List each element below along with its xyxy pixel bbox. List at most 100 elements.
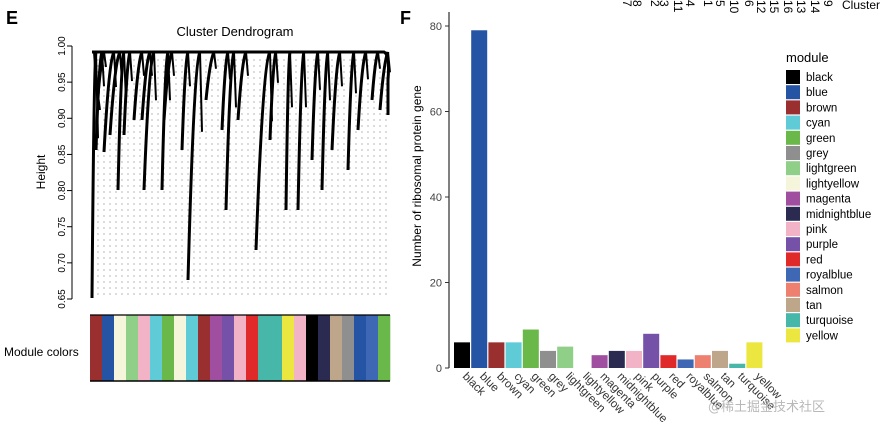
- dendrogram-leaf-dot: [157, 95, 159, 97]
- dendrogram-leaf-dot: [379, 221, 381, 223]
- dendrogram-leaf-dot: [223, 125, 225, 127]
- dendrogram-leaf-dot: [325, 275, 327, 277]
- dendrogram-leaf-dot: [283, 197, 285, 199]
- legend-label: turquoise: [806, 315, 853, 327]
- dendrogram-leaf-dot: [133, 209, 135, 211]
- dendrogram-leaf-dot: [145, 257, 147, 259]
- legend-label: green: [806, 133, 835, 145]
- legend-label: magenta: [806, 194, 851, 206]
- dendrogram-leaf-dot: [103, 215, 105, 217]
- dendrogram-leaf-dot: [367, 191, 369, 193]
- dendrogram-leaf-dot: [385, 173, 387, 175]
- dendrogram-leaf-dot: [247, 143, 249, 145]
- dendrogram-leaf-dot: [271, 257, 273, 259]
- dendrogram-leaf-dot: [277, 275, 279, 277]
- dendrogram-leaf-dot: [313, 197, 315, 199]
- dendrogram-leaf-dot: [175, 149, 177, 151]
- dendrogram-leaf-dot: [283, 65, 285, 67]
- dendrogram-leaf-dot: [349, 173, 351, 175]
- dendrogram-leaf-dot: [253, 227, 255, 229]
- dendrogram-leaf-dot: [133, 83, 135, 85]
- dendrogram-leaf-dot: [325, 191, 327, 193]
- dendrogram-leaf-dot: [121, 221, 123, 223]
- dendrogram-leaf-dot: [265, 275, 267, 277]
- dendrogram-leaf-dot: [283, 59, 285, 61]
- dendrogram-leaf-dot: [313, 233, 315, 235]
- dendrogram-leaf-dot: [259, 233, 261, 235]
- dendrogram-leaf-dot: [97, 263, 99, 265]
- dendrogram-leaf-dot: [247, 203, 249, 205]
- dendrogram-leaf-dot: [175, 233, 177, 235]
- dendrogram-leaf-dot: [367, 215, 369, 217]
- dendrogram-leaf-dot: [253, 131, 255, 133]
- dendrogram-leaf-dot: [205, 143, 207, 145]
- dendrogram-leaf-dot: [181, 209, 183, 211]
- dendrogram-leaf-dot: [361, 245, 363, 247]
- dendrogram-leaf-dot: [253, 221, 255, 223]
- dendrogram-leaf-dot: [187, 293, 189, 295]
- dendrogram-leaf-dot: [151, 185, 153, 187]
- dendrogram-leaf-dot: [385, 137, 387, 139]
- dendrogram-leaf-dot: [103, 287, 105, 289]
- dendrogram-leaf-dot: [379, 143, 381, 145]
- dendrogram-leaf-dot: [367, 155, 369, 157]
- dendrogram-leaf-dot: [193, 65, 195, 67]
- dendrogram-leaf-dot: [139, 251, 141, 253]
- dendrogram-leaf-dot: [235, 59, 237, 61]
- dendrogram-leaf-dot: [253, 191, 255, 193]
- dendrogram-leaf-dot: [343, 179, 345, 181]
- dendrogram-leaf-dot: [211, 275, 213, 277]
- dendrogram-leaf-dot: [109, 161, 111, 163]
- color-strip-segment-lightyellow: [174, 315, 187, 381]
- dendrogram-leaf-dot: [151, 233, 153, 235]
- dendrogram-leaf-dot: [247, 287, 249, 289]
- dendrogram-leaf-dot: [379, 149, 381, 151]
- dendrogram-leaf-dot: [175, 173, 177, 175]
- dendrogram-leaf-dot: [301, 137, 303, 139]
- dendrogram-leaf-dot: [349, 203, 351, 205]
- dendrogram-leaf-dot: [289, 137, 291, 139]
- dendrogram-leaf-dot: [367, 101, 369, 103]
- dendrogram-leaf-dot: [115, 179, 117, 181]
- dendrogram-leaf-dot: [151, 107, 153, 109]
- dendrogram-leaf-dot: [157, 167, 159, 169]
- dendrogram-leaf-dot: [223, 239, 225, 241]
- dendrogram-leaf-dot: [271, 203, 273, 205]
- dendrogram-leaf-dot: [115, 239, 117, 241]
- dendrogram-leaf-dot: [343, 221, 345, 223]
- dendrogram-branch: [186, 51, 202, 281]
- dendrogram-leaf-dot: [133, 221, 135, 223]
- dendrogram-leaf-dot: [97, 203, 99, 205]
- dendrogram-leaf-dot: [373, 227, 375, 229]
- dendrogram-leaf-dot: [205, 149, 207, 151]
- dendrogram-leaf-dot: [139, 71, 141, 73]
- dendrogram-leaf-dot: [313, 173, 315, 175]
- dendrogram-leaf-dot: [319, 293, 321, 295]
- dendrogram-leaf-dot: [133, 71, 135, 73]
- dendrogram-leaf-dot: [337, 269, 339, 271]
- dendrogram-leaf-dot: [307, 233, 309, 235]
- dendrogram-leaf-dot: [319, 215, 321, 217]
- dendrogram-leaf-dot: [337, 173, 339, 175]
- dendrogram-leaf-dot: [313, 251, 315, 253]
- dendrogram-leaf-dot: [361, 263, 363, 265]
- dendrogram-leaf-dot: [97, 221, 99, 223]
- dendrogram-leaf-dot: [241, 227, 243, 229]
- dendrogram-leaf-dot: [325, 161, 327, 163]
- dendrogram-leaf-dot: [331, 173, 333, 175]
- dendrogram-leaf-dot: [283, 221, 285, 223]
- dendrogram-leaf-dot: [235, 155, 237, 157]
- dendrogram-leaf-dot: [289, 191, 291, 193]
- dendrogram-leaf-dot: [307, 197, 309, 199]
- dendrogram-leaf-dot: [229, 191, 231, 193]
- dendrogram-leaf-dot: [157, 233, 159, 235]
- dendrogram-leaf-dot: [337, 197, 339, 199]
- dendrogram-leaf-dot: [121, 257, 123, 259]
- dendrogram-leaf-dot: [265, 89, 267, 91]
- dendrogram-leaf-dot: [229, 161, 231, 163]
- dendrogram-leaf-dot: [133, 167, 135, 169]
- dendrogram-leaf-dot: [163, 203, 165, 205]
- dendrogram-leaf-dot: [217, 293, 219, 295]
- dendrogram-leaf-dot: [253, 245, 255, 247]
- dendrogram-leaf-dot: [355, 173, 357, 175]
